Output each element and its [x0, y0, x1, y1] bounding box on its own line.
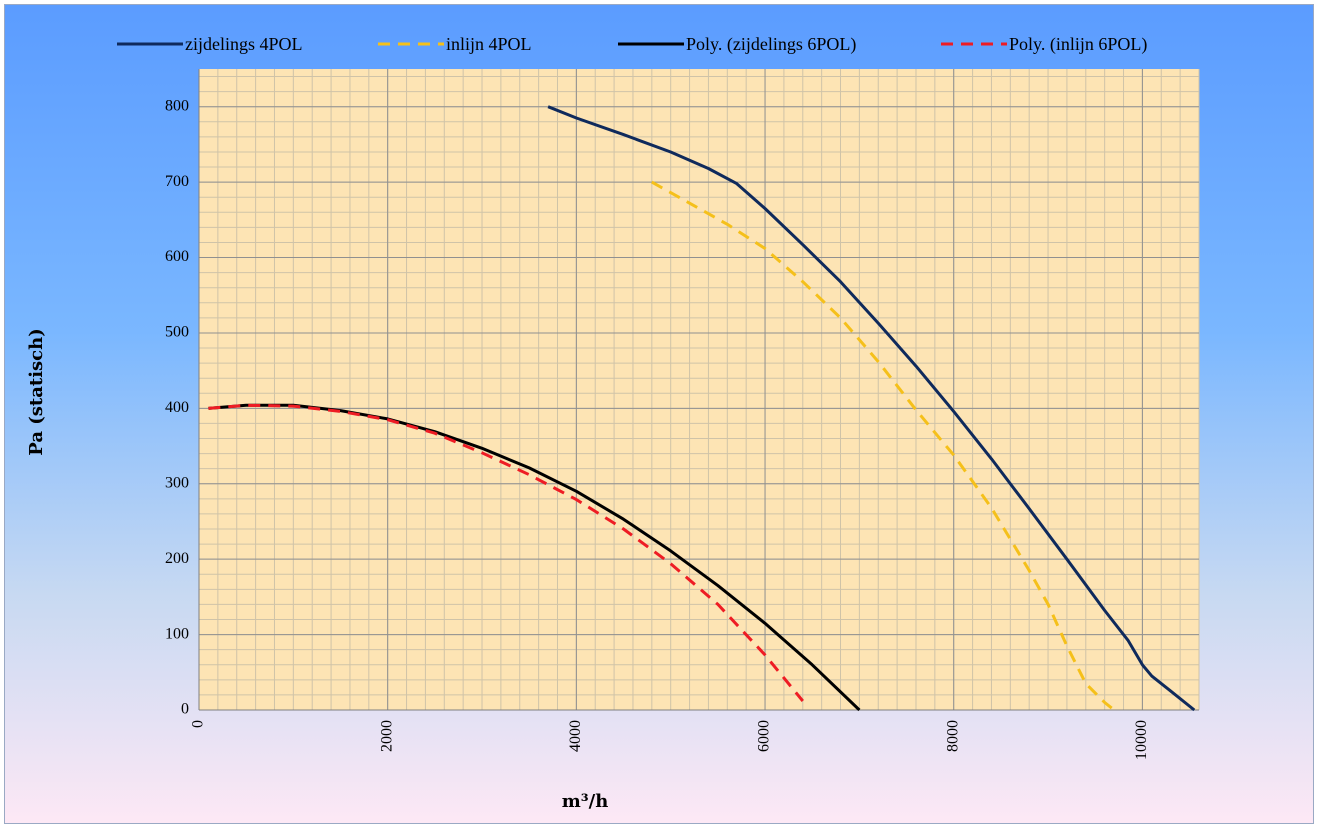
legend-label-4: Poly. (inlijn 6POL)	[1009, 34, 1147, 55]
x-tick-label: 10000	[1133, 720, 1150, 760]
y-tick-label: 300	[165, 474, 189, 491]
y-tick-label: 800	[165, 97, 189, 114]
series-line-4	[208, 403, 804, 702]
legend-label-1: zijdelings 4POL	[185, 34, 303, 54]
x-tick-label: 4000	[567, 720, 584, 752]
series-line-2	[651, 180, 1116, 712]
y-tick-label: 0	[181, 701, 189, 718]
x-axis-title: m³/h	[562, 791, 609, 812]
y-tick-label: 400	[165, 399, 189, 416]
series-lines	[208, 105, 1196, 712]
minor-gridlines	[198, 69, 1200, 711]
x-tick-label: 8000	[944, 720, 961, 752]
x-tick-label: 0	[190, 720, 207, 728]
y-tick-label: 200	[165, 550, 189, 567]
y-tick-label: 600	[165, 248, 189, 265]
plot-area	[199, 69, 1199, 710]
y-tick-label: 100	[165, 625, 189, 642]
y-axis-title: Pa (statisch)	[26, 328, 47, 455]
x-axis-ticks: 0 2000 4000 6000 8000 10000	[190, 720, 1150, 760]
legend-label-3: Poly. (zijdelings 6POL)	[686, 34, 856, 55]
x-tick-label: 2000	[378, 720, 395, 752]
y-tick-label: 500	[165, 324, 189, 341]
y-axis-ticks: 0 100 200 300 400 500 600 700 800	[165, 97, 189, 717]
y-tick-label: 700	[165, 173, 189, 190]
x-tick-label: 6000	[756, 720, 773, 752]
legend: zijdelings 4POL inlijn 4POL Poly. (zijdeli…	[117, 34, 1147, 55]
legend-label-2: inlijn 4POL	[446, 34, 532, 54]
series-line-1	[547, 105, 1196, 712]
major-gridlines	[198, 69, 1199, 711]
